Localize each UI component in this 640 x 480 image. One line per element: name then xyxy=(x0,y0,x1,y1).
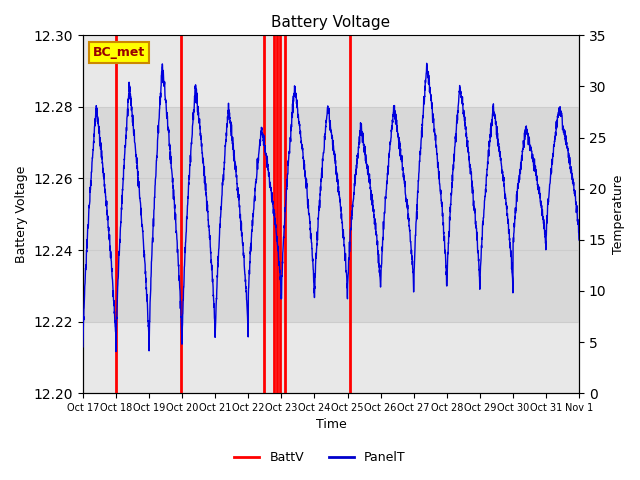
Title: Battery Voltage: Battery Voltage xyxy=(271,15,390,30)
X-axis label: Time: Time xyxy=(316,419,346,432)
Y-axis label: Temperature: Temperature xyxy=(612,175,625,254)
Text: BC_met: BC_met xyxy=(93,46,145,59)
Y-axis label: Battery Voltage: Battery Voltage xyxy=(15,166,28,263)
Legend: BattV, PanelT: BattV, PanelT xyxy=(229,446,411,469)
Bar xyxy=(83,107,579,322)
